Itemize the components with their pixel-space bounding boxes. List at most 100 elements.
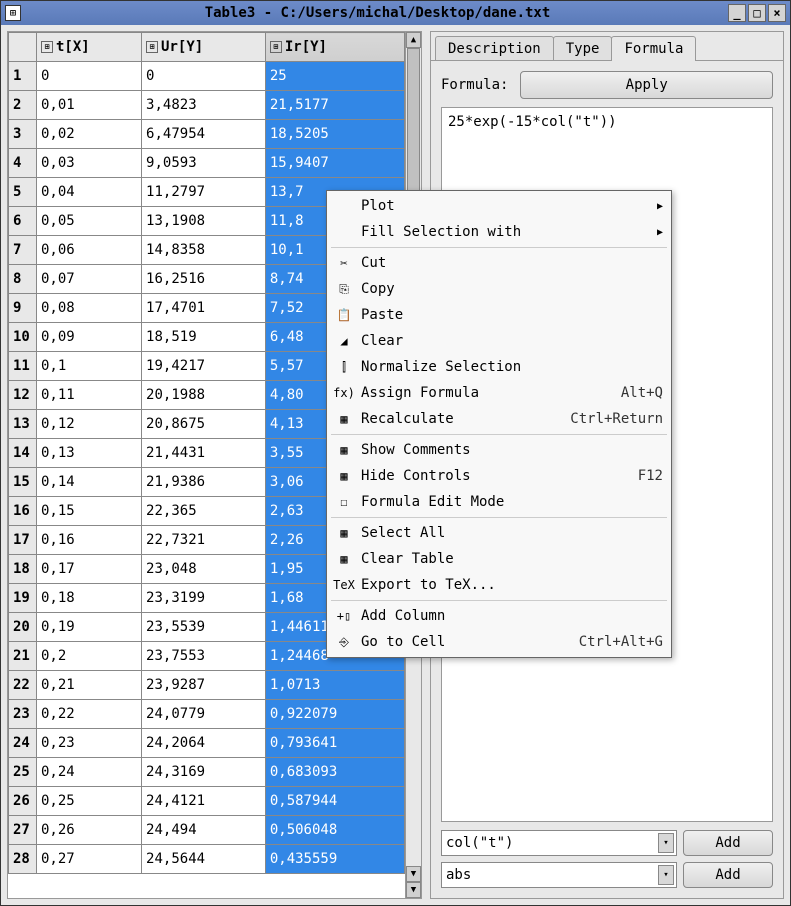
cell-t[interactable]: 0,27 [37, 845, 142, 874]
cell-ur[interactable]: 9,0593 [142, 149, 266, 178]
column-ref-combo[interactable]: col("t") ▾ [441, 830, 677, 856]
cell-t[interactable]: 0 [37, 62, 142, 91]
cell-ur[interactable]: 0 [142, 62, 266, 91]
row-header[interactable]: 7 [9, 236, 37, 265]
row-header[interactable]: 4 [9, 149, 37, 178]
cell-t[interactable]: 0,21 [37, 671, 142, 700]
row-header[interactable]: 27 [9, 816, 37, 845]
cell-t[interactable]: 0,25 [37, 787, 142, 816]
menu-item-select-all[interactable]: ▦Select All [327, 520, 671, 546]
apply-button[interactable]: Apply [520, 71, 773, 99]
row-header[interactable]: 6 [9, 207, 37, 236]
row-header[interactable]: 12 [9, 381, 37, 410]
menu-item-add-column[interactable]: +▯Add Column [327, 603, 671, 629]
cell-ur[interactable]: 24,0779 [142, 700, 266, 729]
cell-ur[interactable]: 19,4217 [142, 352, 266, 381]
row-header[interactable]: 28 [9, 845, 37, 874]
menu-item-fill-selection-with[interactable]: Fill Selection with▶ [327, 219, 671, 245]
cell-t[interactable]: 0,09 [37, 323, 142, 352]
cell-t[interactable]: 0,04 [37, 178, 142, 207]
cell-ur[interactable]: 21,4431 [142, 439, 266, 468]
row-header[interactable]: 11 [9, 352, 37, 381]
row-header[interactable]: 26 [9, 787, 37, 816]
menu-item-formula-edit-mode[interactable]: ☐Formula Edit Mode [327, 489, 671, 515]
corner-header[interactable] [9, 33, 37, 62]
cell-ur[interactable]: 23,048 [142, 555, 266, 584]
cell-t[interactable]: 0,24 [37, 758, 142, 787]
cell-t[interactable]: 0,2 [37, 642, 142, 671]
menu-item-hide-controls[interactable]: ▦Hide ControlsF12 [327, 463, 671, 489]
cell-ur[interactable]: 24,5644 [142, 845, 266, 874]
cell-ir[interactable]: 0,506048 [265, 816, 404, 845]
cell-ir[interactable]: 15,9407 [265, 149, 404, 178]
cell-t[interactable]: 0,06 [37, 236, 142, 265]
add-function-button[interactable]: Add [683, 862, 773, 888]
row-header[interactable]: 21 [9, 642, 37, 671]
cell-t[interactable]: 0,15 [37, 497, 142, 526]
cell-ir[interactable]: 21,5177 [265, 91, 404, 120]
menu-item-plot[interactable]: Plot▶ [327, 193, 671, 219]
cell-ir[interactable]: 18,5205 [265, 120, 404, 149]
row-header[interactable]: 15 [9, 468, 37, 497]
cell-ir[interactable]: 0,683093 [265, 758, 404, 787]
cell-t[interactable]: 0,03 [37, 149, 142, 178]
cell-t[interactable]: 0,12 [37, 410, 142, 439]
row-header[interactable]: 24 [9, 729, 37, 758]
cell-ur[interactable]: 22,365 [142, 497, 266, 526]
menu-item-show-comments[interactable]: ▦Show Comments [327, 437, 671, 463]
chevron-down-icon[interactable]: ▾ [658, 865, 674, 885]
row-header[interactable]: 23 [9, 700, 37, 729]
row-header[interactable]: 3 [9, 120, 37, 149]
row-header[interactable]: 22 [9, 671, 37, 700]
cell-ir[interactable]: 25 [265, 62, 404, 91]
function-combo[interactable]: abs ▾ [441, 862, 677, 888]
cell-ur[interactable]: 24,494 [142, 816, 266, 845]
cell-ur[interactable]: 21,9386 [142, 468, 266, 497]
cell-ur[interactable]: 24,2064 [142, 729, 266, 758]
cell-t[interactable]: 0,26 [37, 816, 142, 845]
maximize-button[interactable]: □ [748, 4, 766, 22]
menu-item-go-to-cell[interactable]: ⎆Go to CellCtrl+Alt+G [327, 629, 671, 655]
cell-t[interactable]: 0,08 [37, 294, 142, 323]
add-column-ref-button[interactable]: Add [683, 830, 773, 856]
cell-t[interactable]: 0,01 [37, 91, 142, 120]
cell-ur[interactable]: 18,519 [142, 323, 266, 352]
row-header[interactable]: 13 [9, 410, 37, 439]
close-button[interactable]: × [768, 4, 786, 22]
cell-ur[interactable]: 20,1988 [142, 381, 266, 410]
cell-t[interactable]: 0,13 [37, 439, 142, 468]
tab-type[interactable]: Type [553, 36, 613, 61]
menu-item-paste[interactable]: 📋Paste [327, 302, 671, 328]
cell-t[interactable]: 0,23 [37, 729, 142, 758]
menu-item-export-to-tex[interactable]: TeXExport to TeX... [327, 572, 671, 598]
cell-t[interactable]: 0,17 [37, 555, 142, 584]
scroll-down-button-2[interactable]: ▼ [406, 882, 421, 898]
cell-ur[interactable]: 3,4823 [142, 91, 266, 120]
row-header[interactable]: 9 [9, 294, 37, 323]
cell-t[interactable]: 0,14 [37, 468, 142, 497]
row-header[interactable]: 8 [9, 265, 37, 294]
row-header[interactable]: 18 [9, 555, 37, 584]
row-header[interactable]: 20 [9, 613, 37, 642]
cell-ur[interactable]: 23,7553 [142, 642, 266, 671]
row-header[interactable]: 16 [9, 497, 37, 526]
menu-item-copy[interactable]: ⎘Copy [327, 276, 671, 302]
cell-ir[interactable]: 0,435559 [265, 845, 404, 874]
cell-t[interactable]: 0,19 [37, 613, 142, 642]
cell-ir[interactable]: 1,0713 [265, 671, 404, 700]
menu-item-clear-table[interactable]: ▦Clear Table [327, 546, 671, 572]
cell-ur[interactable]: 24,4121 [142, 787, 266, 816]
cell-ir[interactable]: 0,587944 [265, 787, 404, 816]
menu-item-recalculate[interactable]: ▦RecalculateCtrl+Return [327, 406, 671, 432]
col-header-t[interactable]: ⊞t[X] [37, 33, 142, 62]
cell-t[interactable]: 0,11 [37, 381, 142, 410]
cell-ir[interactable]: 0,922079 [265, 700, 404, 729]
cell-t[interactable]: 0,05 [37, 207, 142, 236]
cell-t[interactable]: 0,22 [37, 700, 142, 729]
cell-t[interactable]: 0,1 [37, 352, 142, 381]
row-header[interactable]: 1 [9, 62, 37, 91]
menu-item-cut[interactable]: ✂Cut [327, 250, 671, 276]
row-header[interactable]: 25 [9, 758, 37, 787]
minimize-button[interactable]: _ [728, 4, 746, 22]
cell-ur[interactable]: 17,4701 [142, 294, 266, 323]
